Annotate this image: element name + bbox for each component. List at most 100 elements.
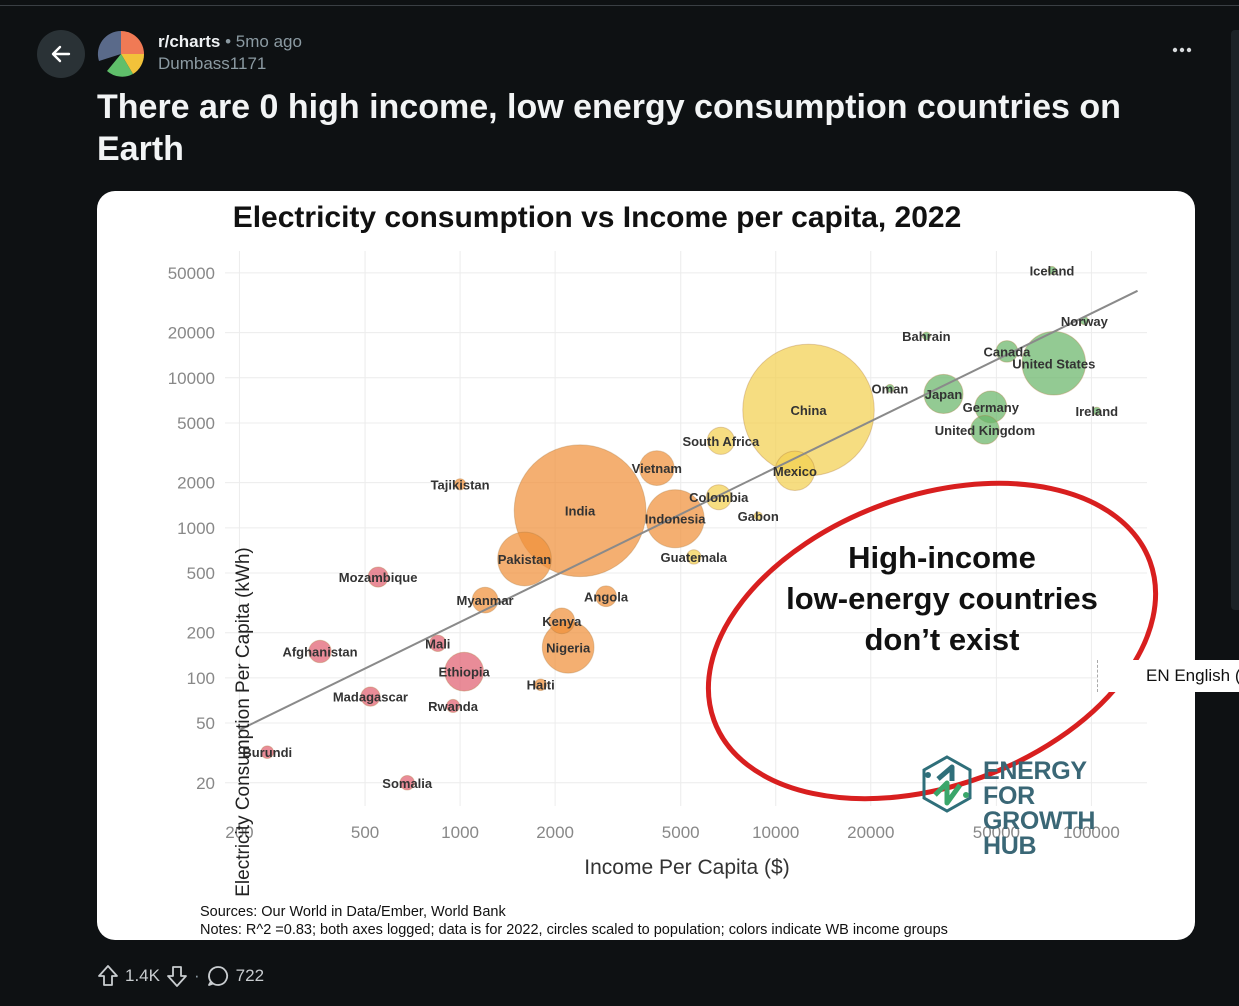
post-actions: 1.4K · 722: [97, 964, 264, 988]
data-point: [308, 639, 332, 664]
chart-plot: 20 50 100 200 500 1000 2000 5000 10000 20000 50000…: [168, 251, 1159, 842]
annotation-line-2: low-energy countries: [786, 581, 1098, 616]
data-point: [360, 686, 381, 707]
y-tick-label: 20000: [168, 324, 215, 343]
point-label: Gabon: [738, 509, 779, 524]
point-label: Japan: [925, 387, 963, 402]
author-link[interactable]: Dumbass1171: [158, 54, 267, 73]
point-label: Madagascar: [333, 690, 408, 705]
data-point: [548, 607, 576, 635]
data-point: [260, 745, 275, 759]
point-label: Angola: [584, 589, 629, 604]
annotation-line-3: don’t exist: [864, 622, 1020, 657]
point-label: Vietnam: [632, 461, 682, 476]
annotation-line-1: High-income: [848, 540, 1036, 575]
data-point: [1092, 406, 1102, 416]
point-label: India: [565, 504, 596, 519]
comment-bubble-icon: [207, 966, 228, 986]
point-label: Guatemala: [661, 550, 728, 565]
x-tick-label: 1000: [441, 823, 479, 842]
data-point: [705, 484, 732, 511]
data-point: [753, 511, 763, 521]
y-tick-label: 500: [187, 564, 215, 583]
point-label: Pakistan: [498, 552, 552, 567]
x-tick-label: 100000: [1063, 823, 1120, 842]
y-axis-label: Electricity Consumption Per Capita (kWh): [233, 547, 254, 897]
point-label: Afghanistan: [282, 644, 357, 659]
energy-for-growth-hub-logo: ENERGY FOR GROWTH HUB: [920, 751, 1120, 859]
logo-text-line-1: ENERGY FOR: [983, 757, 1087, 810]
x-tick-label: 500: [351, 823, 379, 842]
more-horizontal-icon: [1172, 47, 1192, 53]
annotation-oval: [705, 480, 1159, 802]
x-tick-label: 5000: [662, 823, 700, 842]
y-tick-label: 20: [196, 774, 215, 793]
point-label: China: [790, 403, 827, 418]
data-point: [595, 585, 617, 608]
point-label: Mali: [425, 636, 450, 651]
point-label: Norway: [1061, 314, 1109, 329]
subreddit-link[interactable]: r/charts: [158, 32, 221, 51]
subreddit-avatar[interactable]: [97, 30, 145, 78]
point-label: United States: [1012, 356, 1095, 371]
data-point: [774, 450, 816, 492]
notes-text: Notes: R^2 =0.83; both axes logged; data…: [200, 922, 948, 938]
x-tick-label: 20000: [847, 823, 894, 842]
post-image[interactable]: Electricity consumption vs Income per ca…: [97, 191, 1195, 940]
side-panel-edge: [1231, 30, 1239, 610]
annotation-text: High-income low-energy countries don’t e…: [737, 537, 1147, 660]
post-meta: r/charts • 5mo ago Dumbass1171: [158, 32, 302, 73]
point-label: Haiti: [527, 678, 555, 693]
growth-hub-icon: [922, 755, 972, 813]
y-tick-label: 5000: [177, 414, 215, 433]
point-label: Indonesia: [645, 512, 706, 527]
point-label: Canada: [983, 344, 1031, 359]
data-point: [513, 444, 647, 578]
data-point: [399, 775, 415, 791]
y-tick-label: 50: [196, 714, 215, 733]
vote-count: 1.4K: [125, 966, 160, 985]
data-point: [497, 531, 552, 587]
point-label: Myanmar: [457, 593, 514, 608]
point-label: Mozambique: [339, 570, 418, 585]
y-tick-label: 100: [187, 669, 215, 688]
data-point: [444, 651, 485, 692]
comments-button[interactable]: 722: [206, 964, 264, 988]
x-tick-label: 200: [225, 823, 253, 842]
point-label: Kenya: [542, 614, 582, 629]
point-label: Nigeria: [546, 640, 591, 655]
point-label: Colombia: [689, 490, 749, 505]
point-label: Oman: [872, 381, 909, 396]
data-point: [534, 678, 547, 692]
logo-text-line-2: GROWTH HUB: [983, 807, 1096, 860]
point-label: Bahrain: [902, 329, 950, 344]
data-point: [429, 634, 447, 653]
y-tick-label: 50000: [168, 264, 215, 283]
point-label: Ethiopia: [438, 665, 490, 680]
data-point: [921, 331, 931, 341]
point-label: Tajikistan: [431, 477, 490, 492]
data-point: [454, 478, 467, 491]
language-indicator[interactable]: EN English (U: [1097, 660, 1239, 692]
upvote-arrow-icon: [98, 965, 118, 986]
point-label: Rwanda: [428, 699, 479, 714]
point-label: South Africa: [682, 434, 760, 449]
chart-footnote: Sources: Our World in Data/Ember, World …: [200, 903, 948, 939]
data-point: [885, 383, 895, 393]
downvote-button[interactable]: [166, 964, 188, 988]
post-time: 5mo ago: [235, 32, 302, 51]
upvote-button[interactable]: [97, 964, 119, 988]
x-axis-label: Income Per Capita ($): [584, 856, 790, 879]
downvote-arrow-icon: [167, 966, 187, 987]
back-button[interactable]: [37, 30, 85, 78]
data-point: [706, 426, 735, 455]
post-title: There are 0 high income, low energy cons…: [97, 88, 1121, 168]
x-tick-label: 50000: [973, 823, 1020, 842]
chart-title: Electricity consumption vs Income per ca…: [232, 201, 962, 234]
more-options-button[interactable]: [1166, 38, 1198, 66]
top-divider: [0, 5, 1239, 6]
y-tick-label: 10000: [168, 369, 215, 388]
data-point: [923, 373, 964, 415]
data-point: [970, 415, 1000, 445]
point-label: Ireland: [1075, 404, 1118, 419]
